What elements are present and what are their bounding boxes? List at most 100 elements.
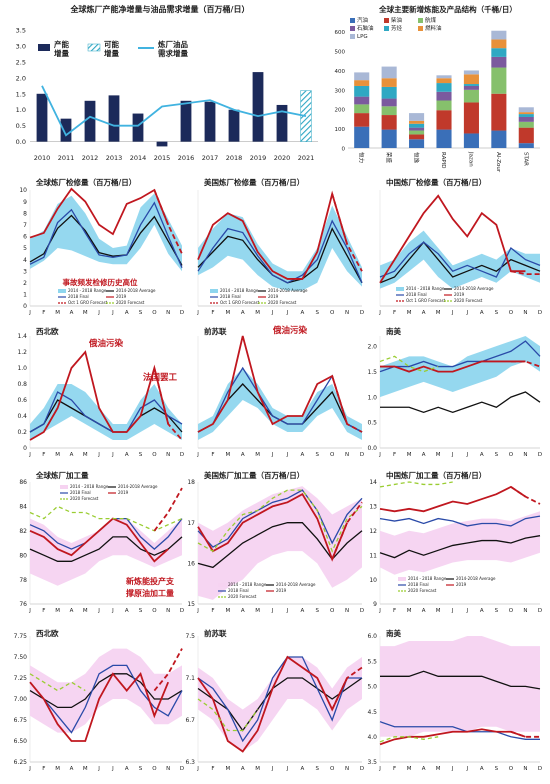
newunits-bar-segment <box>491 39 507 49</box>
mt-sa-xtick: A <box>422 452 426 458</box>
legend-label: LPG <box>357 34 368 40</box>
mt-global-series-line <box>29 201 183 268</box>
run-cn-xtick: F <box>393 608 396 614</box>
run-fsu-xtick: M <box>255 766 260 772</box>
capacity-ytick: 2.0 <box>16 74 26 82</box>
run-global-xtick: J <box>28 608 31 614</box>
run-us-xtick: M <box>255 608 260 614</box>
legend-swatch <box>58 289 66 293</box>
mt-nwe-xtick: J <box>111 452 114 458</box>
newunits-xtick: 恒力 <box>358 152 366 163</box>
run-us-range-band <box>198 486 362 600</box>
newunits-bar-segment <box>354 113 370 127</box>
run-cn-series-line <box>379 515 541 527</box>
run-cn-xtick: O <box>509 608 514 614</box>
mt-nwe-ytick: 0 <box>23 445 27 452</box>
run-cn-xtick: A <box>480 608 484 614</box>
legend-label: 2018 Final <box>70 490 91 495</box>
run-fsu-xtick: N <box>345 766 349 772</box>
run-nwe-ytick: 7.75 <box>14 633 28 640</box>
mt-sa-xtick: A <box>480 452 484 458</box>
mt-nwe-ytick: 0.6 <box>17 397 27 404</box>
run-us-xtick: S <box>316 608 320 614</box>
mt-cn-xtick: O <box>509 310 514 316</box>
legend-label: 2019 <box>456 582 467 587</box>
mt-nwe-ytick: 0.4 <box>17 413 27 420</box>
capacity-bar <box>156 141 168 147</box>
run-us-ytick: 18 <box>187 479 195 486</box>
run-sa-xtick: M <box>436 766 441 772</box>
run-global-annotation: 撑原油加工量 <box>126 588 174 598</box>
mt-global-xtick: A <box>70 310 74 316</box>
run-global-annotation: 新炼能投产支 <box>126 576 175 586</box>
capacity-chart: 0.0 0.5 1.0 1.5 2.0 2.5 3.0 3.5 2010 2011 2012 2013… <box>16 4 318 162</box>
newunits-bar-segment <box>518 116 534 122</box>
run-cn-ytick: 12 <box>369 528 377 535</box>
mt-fsu-xtick: A <box>300 452 304 458</box>
capacity-ytick: 1.0 <box>16 106 26 114</box>
legend-label: Oct 1 GRO Forecast <box>68 300 108 305</box>
run-global-ytick: 78 <box>19 577 27 584</box>
run-nwe-panel: 6.25 6.50 6.75 7.00 7.25 7.50 7.75 J F M A M J J A S O N D… <box>14 628 184 772</box>
legend-label: 2018 Final <box>408 582 429 587</box>
run-cn-ytick: 11 <box>369 552 377 559</box>
run-fsu-series-line <box>331 666 363 710</box>
newunits-xtick: RAPID <box>440 152 446 169</box>
legend-swatch <box>350 18 355 23</box>
newunits-bar-segment <box>491 48 507 57</box>
run-global-ytick: 80 <box>19 552 27 559</box>
run-us-xtick: D <box>360 608 364 614</box>
legend-label: 2019 <box>118 490 129 495</box>
newunits-bar-segment <box>518 112 534 115</box>
capacity-bar <box>132 113 144 142</box>
run-global-xtick: J <box>111 608 114 614</box>
mt-global-xtick: J <box>111 310 114 316</box>
run-cn-ytick: 13 <box>369 504 377 511</box>
mt-cn-xtick: D <box>538 310 542 316</box>
legend-label: 汽油 <box>357 16 369 24</box>
run-sa-xtick: D <box>538 766 542 772</box>
newunits-bar-segment <box>409 113 425 121</box>
newunits-bar-segment <box>436 78 452 84</box>
newunits-bar-segment <box>463 89 479 103</box>
run-global-xtick: J <box>97 608 100 614</box>
newunits-bar-segment <box>491 130 507 148</box>
mt-nwe-series-line <box>29 350 170 441</box>
mt-fsu-xtick: S <box>316 452 320 458</box>
mt-cn-legend: 2014 - 2018 Range 2014-2018 Average 2018 F… <box>396 286 494 303</box>
run-cn-series-line <box>379 535 541 559</box>
mt-us-xtick: A <box>300 310 304 316</box>
run-global-ytick: 76 <box>19 601 27 608</box>
newunits-title: 全球主要新增炼能及产品结构（千桶/日） <box>378 4 517 14</box>
mt-us-xtick: J <box>271 310 274 316</box>
run-cn-ytick: 9 <box>373 601 377 608</box>
run-fsu-xtick: J <box>196 766 199 772</box>
legend-label: 2014 - 2018 Range <box>228 582 267 587</box>
legend-label: 2018 Final <box>68 294 89 299</box>
newunits-bar-segment <box>409 127 425 131</box>
mt-cn-xtick: S <box>495 310 499 316</box>
capacity-xtick: 2017 <box>202 154 219 162</box>
run-us-xtick: O <box>330 608 335 614</box>
run-nwe-xtick: M <box>55 766 60 772</box>
run-nwe-xtick: N <box>166 766 170 772</box>
mt-us-series-line <box>331 193 363 272</box>
run-nwe-series-line <box>29 673 183 709</box>
capacity-xtick: 2021 <box>298 154 315 162</box>
capacity-bar <box>276 104 288 142</box>
legend-label: 2014 - 2018 Range <box>68 288 107 293</box>
run-cn-xtick: N <box>523 608 527 614</box>
mt-sa-xtick: M <box>436 452 441 458</box>
newunits-ytick: 0 <box>342 147 346 153</box>
mt-cn-series-line <box>379 194 526 284</box>
run-nwe-title: 西北欧 <box>36 628 59 638</box>
run-us-series-line <box>197 522 363 569</box>
run-nwe-ytick: 7.00 <box>14 696 28 703</box>
mt-global-series-line <box>29 187 170 239</box>
newunits-bar-segment <box>436 83 452 92</box>
newunits-bar-segment <box>463 74 479 85</box>
legend-label: 增量 <box>104 48 119 58</box>
newunits-bar-segment <box>381 78 397 87</box>
mt-cn-xtick: A <box>422 310 426 316</box>
run-us-series-line <box>197 489 363 548</box>
